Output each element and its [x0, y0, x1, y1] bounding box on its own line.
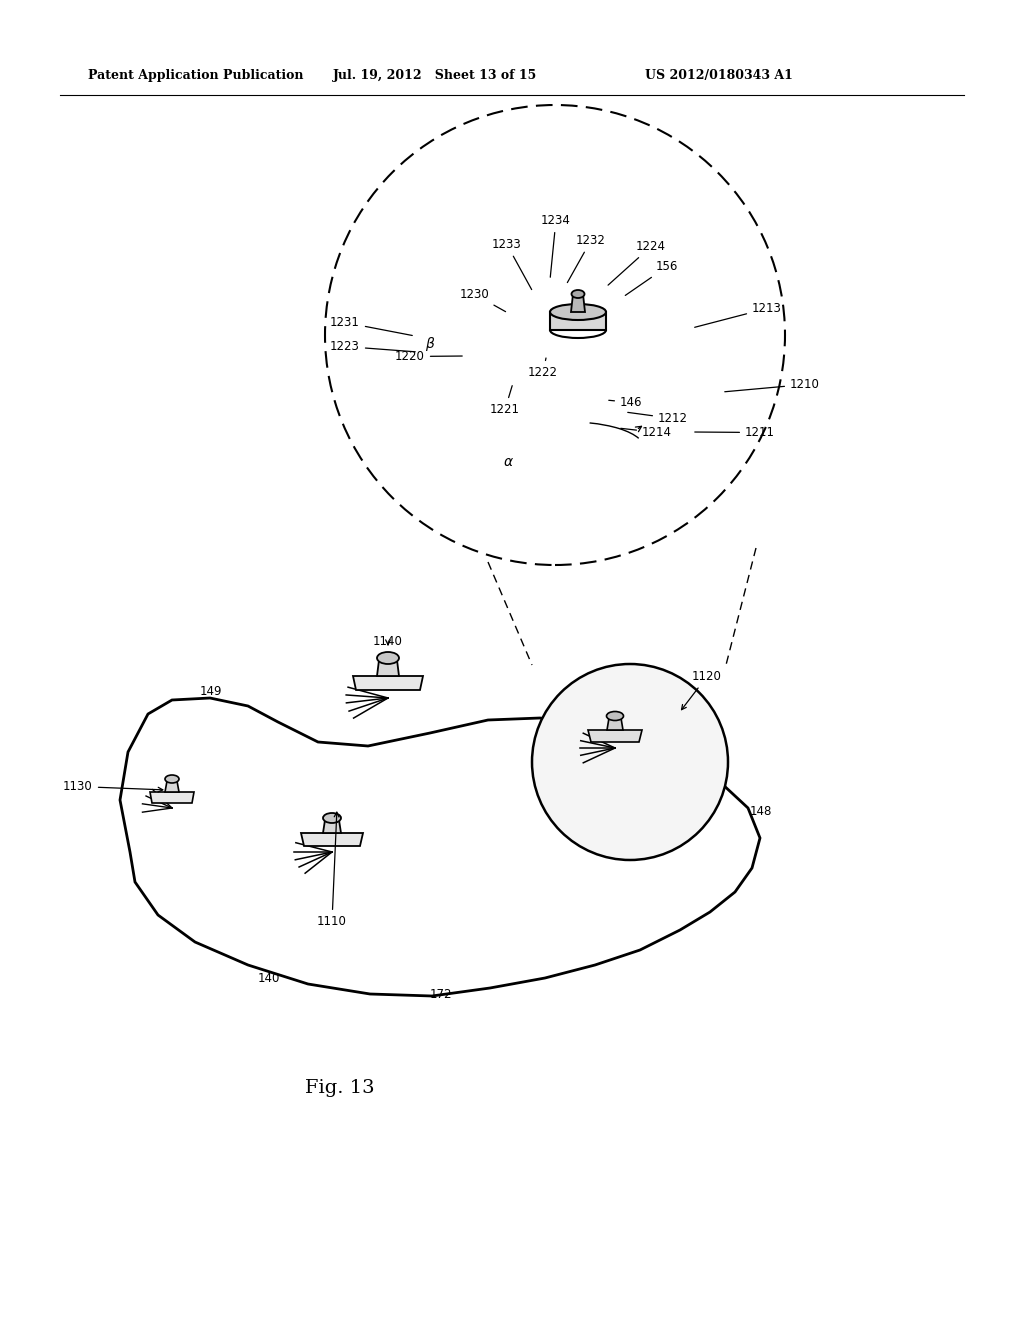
PathPatch shape [578, 315, 718, 338]
PathPatch shape [578, 326, 718, 348]
Text: 1213: 1213 [694, 302, 782, 327]
PathPatch shape [575, 290, 697, 338]
Text: 172: 172 [430, 987, 453, 1001]
Text: 1120: 1120 [682, 671, 722, 710]
Text: 149: 149 [200, 685, 222, 698]
Text: $\beta$: $\beta$ [425, 335, 435, 352]
Text: 1232: 1232 [567, 234, 606, 282]
Polygon shape [323, 820, 341, 833]
Text: 156: 156 [626, 260, 678, 296]
Text: 1220: 1220 [395, 350, 462, 363]
Circle shape [532, 664, 728, 861]
PathPatch shape [463, 293, 580, 338]
Text: Fig. 13: Fig. 13 [305, 1078, 375, 1097]
Ellipse shape [550, 322, 606, 338]
PathPatch shape [453, 326, 579, 339]
Polygon shape [165, 781, 179, 792]
Polygon shape [301, 833, 362, 846]
Polygon shape [150, 792, 194, 803]
PathPatch shape [449, 312, 579, 338]
Text: Jul. 19, 2012   Sheet 13 of 15: Jul. 19, 2012 Sheet 13 of 15 [333, 69, 538, 82]
Text: 1224: 1224 [608, 240, 666, 285]
PathPatch shape [545, 236, 584, 334]
Ellipse shape [606, 711, 624, 721]
Text: 1233: 1233 [492, 238, 531, 289]
Text: 1222: 1222 [528, 358, 558, 379]
Polygon shape [571, 294, 585, 312]
Text: 1234: 1234 [541, 214, 570, 277]
PathPatch shape [481, 285, 581, 338]
Polygon shape [353, 676, 423, 690]
Text: 140: 140 [258, 972, 281, 985]
Ellipse shape [323, 813, 341, 822]
Ellipse shape [377, 652, 399, 664]
Text: 1230: 1230 [460, 288, 506, 312]
Text: 1223: 1223 [330, 341, 415, 352]
Polygon shape [588, 730, 642, 742]
Text: US 2012/0180343 A1: US 2012/0180343 A1 [645, 69, 793, 82]
Text: 1110: 1110 [317, 812, 347, 928]
Text: 1221: 1221 [490, 385, 520, 416]
Text: 1140: 1140 [373, 635, 402, 648]
Text: 146: 146 [608, 396, 642, 409]
Polygon shape [550, 312, 606, 330]
Circle shape [325, 106, 785, 565]
Text: Patent Application Publication: Patent Application Publication [88, 69, 303, 82]
PathPatch shape [483, 263, 582, 337]
Polygon shape [377, 660, 399, 676]
Text: 1212: 1212 [628, 412, 688, 425]
Ellipse shape [571, 290, 585, 298]
Polygon shape [607, 718, 623, 730]
Text: 148: 148 [750, 805, 772, 818]
Text: 1231: 1231 [330, 315, 413, 335]
PathPatch shape [574, 279, 676, 338]
Text: 1211: 1211 [694, 426, 775, 440]
Text: 1210: 1210 [725, 378, 820, 392]
Ellipse shape [550, 304, 606, 319]
PathPatch shape [496, 242, 583, 337]
Text: 1214: 1214 [621, 426, 672, 440]
PathPatch shape [575, 326, 702, 375]
Ellipse shape [165, 775, 179, 783]
PathPatch shape [471, 326, 580, 363]
PathPatch shape [518, 231, 584, 335]
Text: $\alpha$: $\alpha$ [503, 455, 514, 469]
Text: 1130: 1130 [63, 780, 163, 793]
